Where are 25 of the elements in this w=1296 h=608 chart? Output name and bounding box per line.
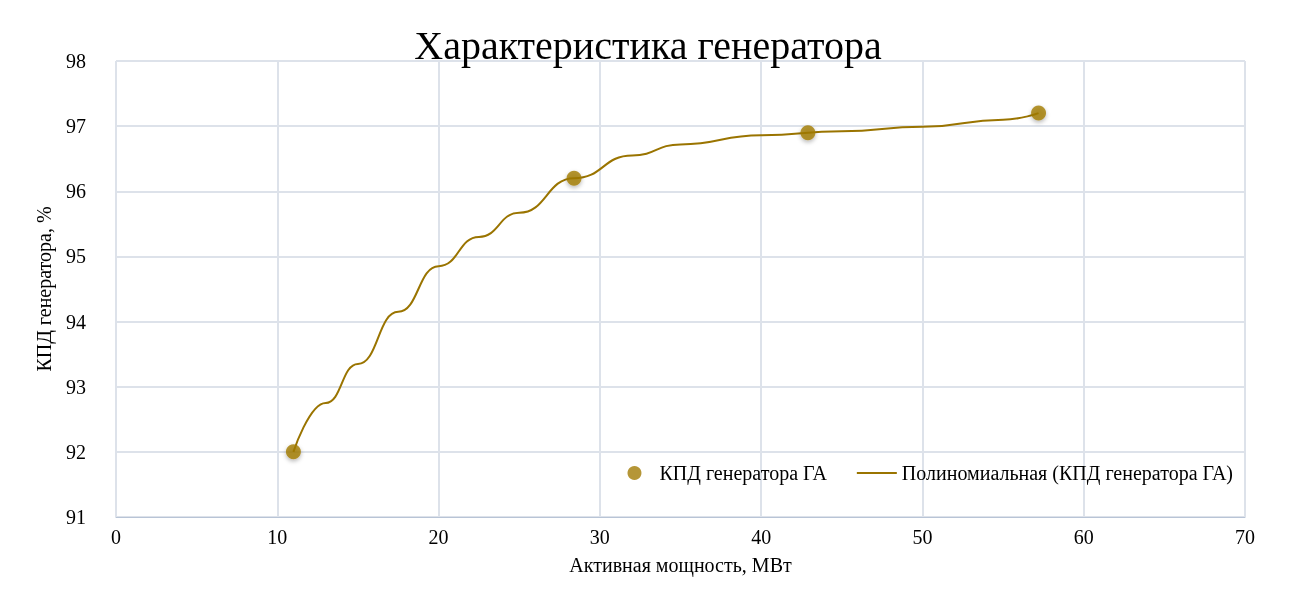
y-tick-label: 92 <box>66 440 86 463</box>
y-tick-label: 94 <box>66 310 86 333</box>
x-tick-label: 70 <box>1235 526 1255 548</box>
legend-label: Полиномиальная (КПД генератора ГА) <box>901 462 1234 485</box>
x-tick-label: 10 <box>267 526 288 548</box>
point <box>566 170 582 186</box>
x-tick-label: 60 <box>1073 526 1094 548</box>
y-axis-title: КПД генератора, % <box>33 206 56 372</box>
x-tick-label: 40 <box>751 526 772 548</box>
point <box>285 444 301 460</box>
x-tick-label: 50 <box>912 526 933 548</box>
y-tick-label: 91 <box>66 506 86 528</box>
y-tick-label: 97 <box>66 115 86 138</box>
x-axis-title: Активная мощность, МВт <box>569 554 792 577</box>
point <box>1031 105 1047 121</box>
chart-title: Характеристика генератора <box>414 22 882 68</box>
x-tick-label: 30 <box>589 526 610 548</box>
point <box>800 125 816 141</box>
y-tick-label: 98 <box>66 50 86 72</box>
y-tick-label: 96 <box>66 180 86 203</box>
y-tick-label: 93 <box>66 375 86 398</box>
legend-label: КПД генератора ГА <box>659 462 828 485</box>
y-tick-label: 95 <box>66 245 86 268</box>
x-tick-label: 20 <box>428 526 449 548</box>
x-tick-label: 0 <box>111 526 121 548</box>
